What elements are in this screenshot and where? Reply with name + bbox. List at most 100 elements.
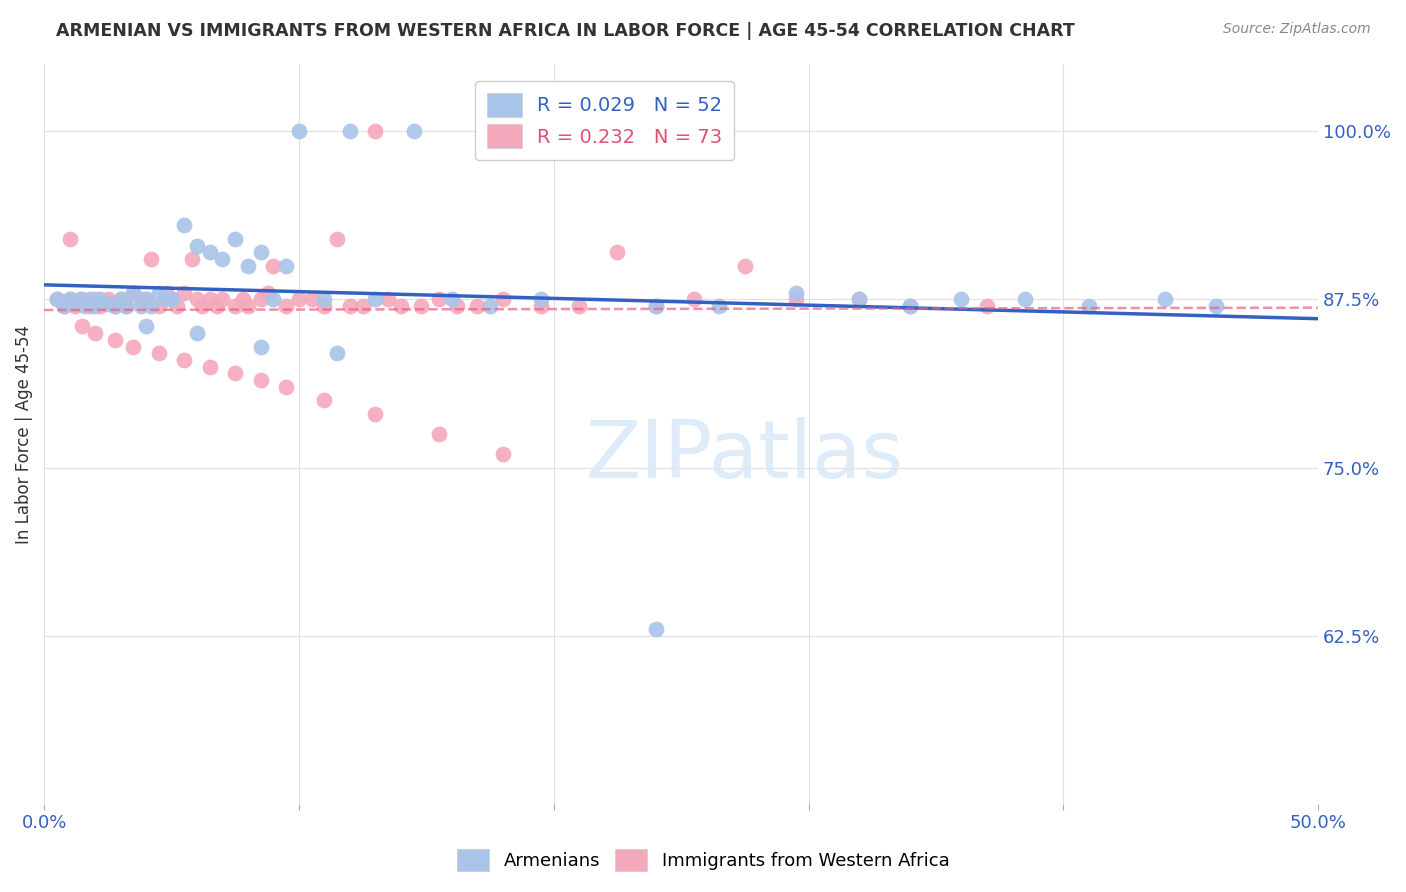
Point: [314, 393, 336, 408]
Point: [257, 285, 280, 300]
Point: [114, 299, 136, 313]
Point: [79, 299, 101, 313]
Point: [1014, 293, 1036, 307]
Point: [186, 238, 208, 252]
Point: [122, 285, 145, 300]
Point: [129, 299, 152, 313]
Point: [568, 299, 591, 313]
Point: [104, 333, 127, 347]
Point: [135, 319, 157, 334]
Point: [339, 124, 361, 138]
Point: [73, 299, 96, 313]
Point: [314, 293, 336, 307]
Point: [148, 346, 170, 360]
Point: [276, 259, 298, 273]
Point: [644, 622, 666, 636]
Point: [198, 359, 221, 374]
Point: [89, 293, 111, 307]
Point: [440, 293, 463, 307]
Point: [276, 299, 298, 313]
Point: [301, 293, 323, 307]
Point: [148, 285, 170, 300]
Point: [364, 407, 387, 421]
Point: [402, 124, 425, 138]
Point: [148, 299, 170, 313]
Point: [232, 293, 254, 307]
Point: [249, 293, 271, 307]
Point: [224, 299, 246, 313]
Point: [58, 293, 80, 307]
Point: [288, 124, 311, 138]
Point: [135, 293, 157, 307]
Point: [976, 299, 998, 313]
Point: [155, 293, 177, 307]
Point: [72, 293, 94, 307]
Y-axis label: In Labor Force | Age 45-54: In Labor Force | Age 45-54: [15, 325, 32, 543]
Point: [207, 299, 229, 313]
Point: [58, 293, 80, 307]
Point: [848, 293, 870, 307]
Point: [186, 293, 208, 307]
Point: [530, 293, 553, 307]
Point: [53, 299, 76, 313]
Point: [155, 285, 177, 300]
Point: [389, 299, 412, 313]
Point: [683, 293, 706, 307]
Point: [465, 299, 488, 313]
Point: [139, 252, 162, 267]
Point: [1205, 299, 1227, 313]
Point: [122, 340, 145, 354]
Point: [288, 293, 311, 307]
Point: [45, 293, 67, 307]
Point: [411, 299, 433, 313]
Point: [249, 245, 271, 260]
Point: [58, 232, 80, 246]
Point: [352, 299, 374, 313]
Point: [84, 299, 107, 313]
Point: [110, 293, 132, 307]
Text: ARMENIAN VS IMMIGRANTS FROM WESTERN AFRICA IN LABOR FORCE | AGE 45-54 CORRELATIO: ARMENIAN VS IMMIGRANTS FROM WESTERN AFRI…: [56, 22, 1076, 40]
Point: [848, 293, 870, 307]
Point: [104, 299, 127, 313]
Point: [53, 299, 76, 313]
Point: [446, 299, 468, 313]
Point: [709, 299, 731, 313]
Point: [644, 299, 666, 313]
Point: [69, 293, 91, 307]
Point: [900, 299, 922, 313]
Point: [173, 219, 195, 233]
Point: [173, 353, 195, 368]
Point: [314, 299, 336, 313]
Point: [45, 293, 67, 307]
Legend: Armenians, Immigrants from Western Africa: Armenians, Immigrants from Western Afric…: [450, 842, 956, 879]
Point: [644, 299, 666, 313]
Point: [492, 293, 515, 307]
Point: [84, 293, 107, 307]
Point: [1077, 299, 1099, 313]
Legend: R = 0.029   N = 52, R = 0.232   N = 73: R = 0.029 N = 52, R = 0.232 N = 73: [475, 81, 734, 160]
Point: [276, 380, 298, 394]
Point: [377, 293, 399, 307]
Point: [211, 252, 233, 267]
Point: [236, 299, 259, 313]
Point: [950, 293, 973, 307]
Point: [139, 299, 162, 313]
Point: [606, 245, 628, 260]
Point: [72, 319, 94, 334]
Point: [84, 326, 107, 340]
Point: [89, 299, 111, 313]
Point: [339, 299, 361, 313]
Point: [186, 326, 208, 340]
Point: [262, 259, 284, 273]
Point: [129, 293, 152, 307]
Point: [249, 340, 271, 354]
Point: [224, 367, 246, 381]
Point: [236, 259, 259, 273]
Point: [364, 124, 387, 138]
Point: [211, 293, 233, 307]
Point: [224, 232, 246, 246]
Point: [79, 293, 101, 307]
Point: [122, 285, 145, 300]
Point: [198, 245, 221, 260]
Point: [191, 299, 214, 313]
